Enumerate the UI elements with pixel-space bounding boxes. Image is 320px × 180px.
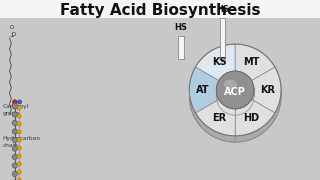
Wedge shape bbox=[196, 99, 235, 136]
Text: Hydrocarbon
chain: Hydrocarbon chain bbox=[3, 136, 41, 148]
Wedge shape bbox=[196, 44, 235, 81]
Circle shape bbox=[216, 77, 254, 115]
Circle shape bbox=[12, 129, 17, 134]
Wedge shape bbox=[189, 73, 219, 119]
Bar bbox=[220, 18, 225, 59]
Wedge shape bbox=[196, 50, 235, 87]
Bar bbox=[178, 36, 184, 59]
Circle shape bbox=[12, 154, 17, 160]
Circle shape bbox=[12, 120, 17, 126]
Text: HD: HD bbox=[243, 113, 260, 123]
Circle shape bbox=[18, 100, 22, 104]
Text: KS: KS bbox=[212, 57, 226, 67]
Circle shape bbox=[17, 114, 21, 118]
Circle shape bbox=[12, 146, 17, 151]
Text: AT: AT bbox=[196, 85, 210, 95]
Text: ER: ER bbox=[212, 113, 226, 123]
Circle shape bbox=[216, 71, 254, 109]
Text: Carbonyl
group: Carbonyl group bbox=[3, 104, 29, 116]
Circle shape bbox=[17, 146, 21, 150]
Wedge shape bbox=[235, 50, 275, 87]
Text: O: O bbox=[9, 25, 14, 30]
Text: O: O bbox=[12, 31, 16, 37]
Circle shape bbox=[17, 162, 21, 166]
Text: HS: HS bbox=[216, 5, 229, 14]
Text: Fatty Acid Biosynthesis: Fatty Acid Biosynthesis bbox=[60, 3, 260, 17]
Circle shape bbox=[12, 171, 17, 177]
Wedge shape bbox=[235, 44, 275, 81]
Wedge shape bbox=[196, 106, 235, 142]
Text: MT: MT bbox=[243, 57, 260, 67]
Ellipse shape bbox=[224, 80, 237, 89]
Wedge shape bbox=[235, 99, 275, 136]
Text: KR: KR bbox=[260, 85, 275, 95]
Wedge shape bbox=[189, 67, 219, 113]
Wedge shape bbox=[252, 73, 281, 119]
Circle shape bbox=[12, 163, 17, 168]
Circle shape bbox=[17, 178, 21, 180]
Circle shape bbox=[12, 103, 18, 109]
Text: HS: HS bbox=[174, 23, 187, 32]
Circle shape bbox=[17, 154, 21, 158]
Circle shape bbox=[17, 170, 21, 174]
Circle shape bbox=[12, 112, 17, 117]
Wedge shape bbox=[235, 106, 275, 142]
Wedge shape bbox=[252, 67, 281, 113]
Bar bbox=[0, 0, 320, 18]
Circle shape bbox=[17, 138, 21, 142]
Circle shape bbox=[12, 100, 17, 104]
Circle shape bbox=[17, 130, 21, 134]
Circle shape bbox=[12, 137, 17, 143]
Circle shape bbox=[17, 122, 21, 126]
Circle shape bbox=[17, 106, 21, 110]
Text: ACP: ACP bbox=[224, 87, 246, 97]
